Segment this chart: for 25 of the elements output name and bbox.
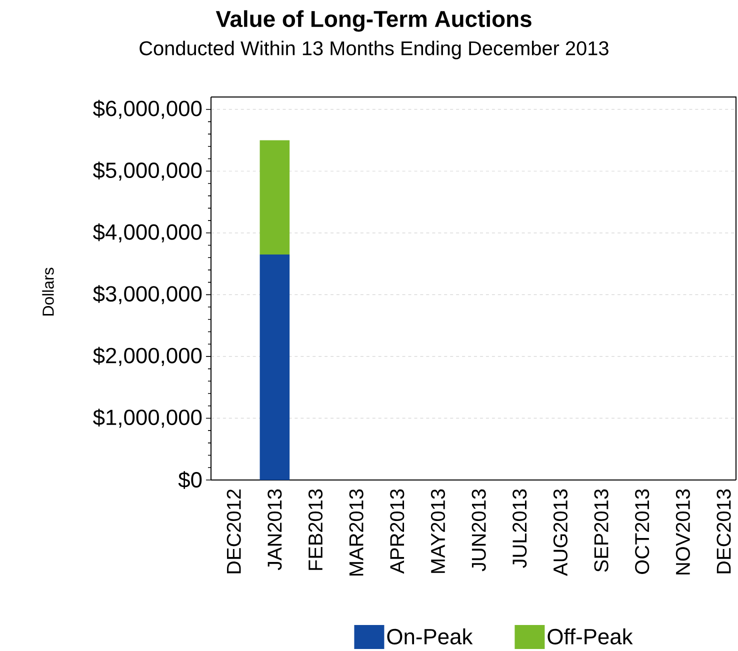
y-tick-label: $2,000,000	[93, 346, 202, 366]
x-tick-label: MAR2013	[349, 489, 364, 576]
y-tick-label: $5,000,000	[93, 162, 202, 181]
y-tick-label: $4,000,000	[93, 223, 202, 242]
x-tick-label: JUN2013	[472, 489, 486, 572]
x-tick-label: SEP2013	[594, 489, 608, 572]
x-tick-label: NOV2013	[676, 489, 690, 574]
x-tick-label: DEC2013	[716, 489, 731, 574]
y-axis-title: Dollars	[42, 268, 54, 316]
y-tick-label: $0	[178, 471, 202, 489]
x-tick-label: MAY2013	[430, 489, 446, 573]
y-tick-label: $1,000,000	[93, 408, 202, 428]
x-tick-label: OCT2013	[635, 489, 650, 574]
x-tick-label: FEB2013	[308, 489, 323, 570]
x-tick-label: JAN2013	[268, 489, 282, 570]
y-tick-label: $3,000,000	[93, 285, 202, 304]
x-tick-label: AUG2013	[553, 489, 568, 576]
x-tick-label: DEC2012	[226, 490, 241, 574]
chart-subtitle: Conducted Within 13 Months Ending December 2013	[140, 40, 608, 60]
legend-label: On-Peak	[387, 628, 473, 644]
x-tick-label: APR2013	[390, 489, 404, 574]
chart-title: Value of Long-Term Auctions	[216, 10, 532, 32]
legend-label: Off-Peak	[548, 628, 633, 644]
y-tick-label: $6,000,000	[93, 100, 202, 119]
x-tick-label: JUL2013	[512, 489, 527, 568]
